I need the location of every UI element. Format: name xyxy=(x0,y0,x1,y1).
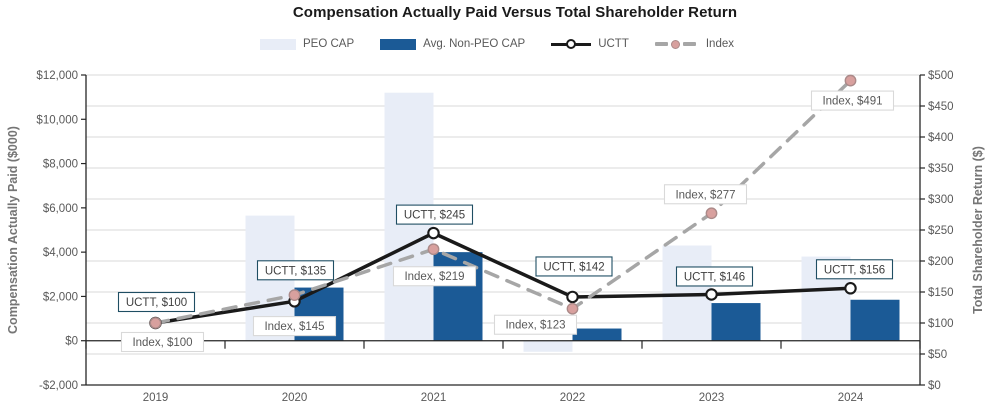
legend-label: UCTT xyxy=(598,38,629,50)
non-peo-cap-swatch-icon xyxy=(380,38,417,50)
index-marker-2020 xyxy=(288,289,301,301)
bar-peo-cap-2022 xyxy=(523,340,573,352)
uctt-data-label-box xyxy=(117,291,196,313)
right-axis-tick-label: $150 xyxy=(928,287,954,299)
index-marker-2019 xyxy=(149,317,162,329)
index-data-label-box xyxy=(252,316,337,337)
left-axis-tick-label: $6,000 xyxy=(43,203,78,215)
x-axis-category-label: 2021 xyxy=(421,392,447,404)
uctt-marker-2022 xyxy=(566,290,579,304)
legend-item-index: Index xyxy=(654,38,734,50)
uctt-data-label: UCTT, $100 xyxy=(126,297,187,309)
index-marker-2024 xyxy=(844,74,857,87)
index-marker-2023 xyxy=(705,207,718,220)
legend-item-peo-cap: PEO CAP xyxy=(259,38,355,50)
index-data-label-box xyxy=(120,331,205,353)
index-dashed-line-marker-icon xyxy=(654,39,699,49)
uctt-data-label: UCTT, $245 xyxy=(404,210,465,222)
index-data-label: Index, $145 xyxy=(264,321,324,333)
right-axis-tick-label: $300 xyxy=(928,194,954,206)
x-axis-category-label: 2019 xyxy=(143,392,169,404)
right-axis-tick-label: $500 xyxy=(928,70,954,82)
right-axis-tick-label: $250 xyxy=(928,225,954,237)
legend-item-non-peo-cap: Avg. Non-PEO CAP xyxy=(380,38,525,50)
index-line xyxy=(153,78,853,325)
right-axis-tick-label: $350 xyxy=(928,163,954,175)
legend-item-uctt: UCTT xyxy=(551,38,629,50)
bar-avg-non-peo-cap-2022 xyxy=(572,328,622,341)
uctt-data-label: UCTT, $142 xyxy=(543,261,604,273)
legend: PEO CAP Avg. Non-PEO CAP UCTT Index xyxy=(0,34,994,54)
right-axis-tick-label: $50 xyxy=(928,349,947,361)
bar-avg-non-peo-cap-2024 xyxy=(850,299,900,341)
uctt-data-label: UCTT, $135 xyxy=(265,265,326,277)
uctt-line xyxy=(153,231,853,325)
uctt-data-label-box xyxy=(256,260,335,281)
right-axis-tick-label: $450 xyxy=(928,101,954,113)
left-axis-tick-label: $0 xyxy=(65,336,78,348)
left-axis-tick-label: $4,000 xyxy=(43,247,78,259)
uctt-data-label-box xyxy=(395,204,474,225)
legend-label: PEO CAP xyxy=(302,38,355,50)
bar-avg-non-peo-cap-2023 xyxy=(711,303,761,341)
index-data-label-box xyxy=(810,90,895,111)
uctt-data-label-box xyxy=(815,259,894,280)
left-axis-tick-label: $12,000 xyxy=(36,70,78,82)
left-axis-tick-label: -$2,000 xyxy=(39,380,78,392)
legend-label: Avg. Non-PEO CAP xyxy=(423,38,526,50)
uctt-data-label-box xyxy=(675,266,754,287)
index-data-label-box xyxy=(392,266,477,287)
x-axis-category-label: 2023 xyxy=(699,392,725,404)
index-data-label: Index, $219 xyxy=(404,271,464,283)
right-axis-tick-label: $100 xyxy=(928,318,954,330)
right-axis-tick-label: $200 xyxy=(928,256,954,268)
uctt-marker-2024 xyxy=(844,282,857,295)
uctt-marker-2023 xyxy=(705,288,718,301)
index-data-label: Index, $277 xyxy=(675,189,735,201)
index-marker-2021 xyxy=(427,243,440,256)
left-axis-tick-label: $2,000 xyxy=(43,291,78,303)
index-data-label: Index, $100 xyxy=(132,337,192,349)
index-data-label: Index, $123 xyxy=(505,320,565,332)
index-data-label-box xyxy=(493,314,578,335)
left-axis-tick-label: $8,000 xyxy=(43,159,78,171)
uctt-data-label-box xyxy=(535,256,613,277)
peo-cap-swatch-icon xyxy=(259,38,296,50)
chart-title: Compensation Actually Paid Versus Total … xyxy=(292,4,738,21)
uctt-data-label: UCTT, $156 xyxy=(824,264,885,276)
index-data-label-box xyxy=(663,184,748,205)
legend-label: Index xyxy=(705,38,734,50)
x-axis-category-label: 2024 xyxy=(838,392,864,404)
right-axis-tick-label: $0 xyxy=(928,380,941,392)
uctt-marker-2021 xyxy=(427,226,440,240)
x-axis-category-label: 2022 xyxy=(560,392,586,404)
index-data-label: Index, $491 xyxy=(822,96,882,108)
x-axis-category-label: 2020 xyxy=(282,392,308,404)
left-axis-tick-label: $10,000 xyxy=(36,114,78,126)
right-axis-tick-label: $400 xyxy=(928,132,954,144)
uctt-line-marker-icon xyxy=(551,38,592,50)
index-marker-2022 xyxy=(566,302,579,315)
uctt-data-label: UCTT, $146 xyxy=(684,271,745,283)
